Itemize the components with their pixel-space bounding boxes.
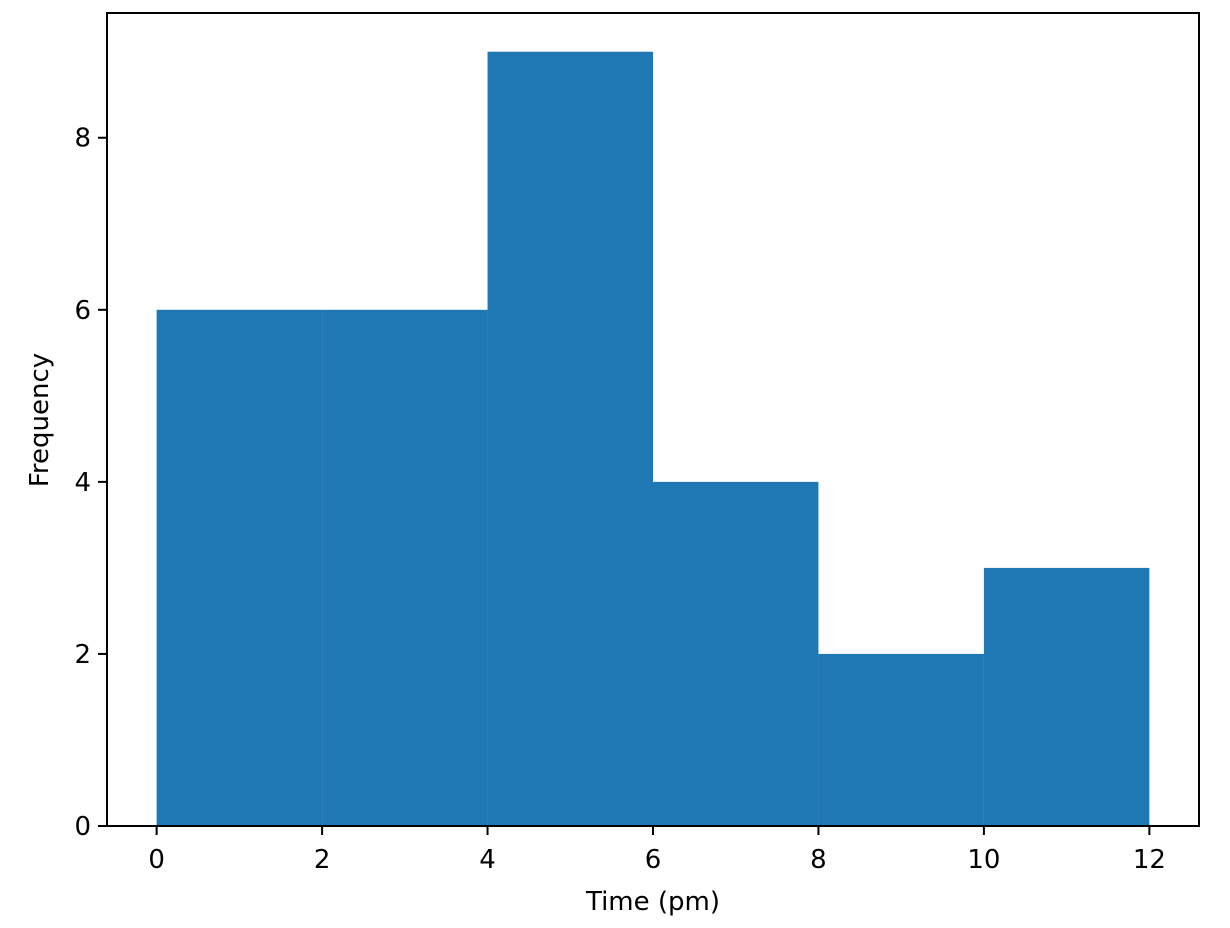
y-tick-label-3: 6 [74, 296, 91, 326]
x-tick-label-2: 4 [479, 845, 496, 875]
x-tick-label-1: 2 [314, 845, 331, 875]
histogram-bar-4 [818, 653, 984, 826]
x-tick-label-6: 12 [1133, 845, 1166, 875]
histogram-bar-5 [983, 567, 1150, 826]
x-tick-label-4: 8 [810, 845, 827, 875]
y-axis-ticks: 0 2 4 6 8 [74, 124, 107, 842]
histogram-bar-1 [322, 309, 488, 826]
x-axis-ticks: 0 2 4 6 8 10 12 [148, 826, 1166, 875]
y-tick-label-1: 2 [74, 640, 91, 670]
histogram-bar-2 [487, 51, 653, 826]
x-tick-label-3: 6 [645, 845, 662, 875]
y-tick-label-4: 8 [74, 124, 91, 154]
histogram-bar-0 [156, 309, 323, 826]
x-tick-label-0: 0 [148, 845, 165, 875]
bars-group [156, 51, 1150, 826]
x-tick-label-5: 10 [967, 845, 1000, 875]
y-tick-label-0: 0 [74, 812, 91, 842]
y-tick-label-2: 4 [74, 468, 91, 498]
histogram-bar-3 [653, 481, 819, 826]
y-axis-label: Frequency [25, 353, 55, 487]
x-axis-label: Time (pm) [585, 887, 720, 917]
